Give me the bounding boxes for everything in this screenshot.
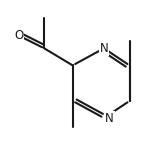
- Text: N: N: [100, 42, 108, 55]
- Text: N: N: [105, 112, 114, 125]
- Text: O: O: [14, 29, 23, 42]
